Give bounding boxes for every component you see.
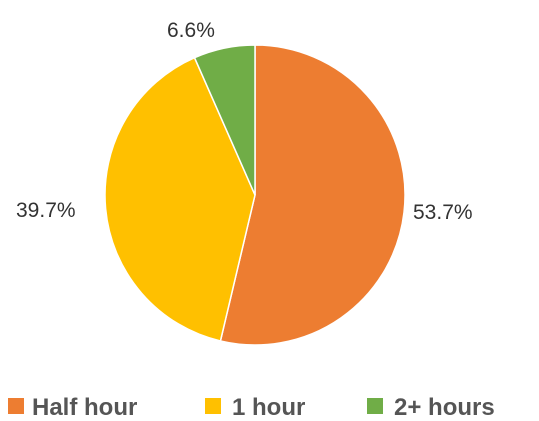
data-label-1-hour: 39.7% (16, 199, 76, 222)
pie-slice-1-hour (104, 56, 256, 342)
legend-label-2-plus-hours: 2+ hours (394, 394, 495, 421)
legend-label-half-hour: Half hour (32, 394, 137, 421)
legend-swatch-half-hour (8, 398, 24, 414)
pie-slices (104, 44, 406, 346)
pie-slice-half-hour (219, 44, 406, 346)
data-label-half-hour: 53.7% (413, 201, 473, 224)
legend-swatch-1-hour (205, 398, 221, 414)
legend-label-1-hour: 1 hour (232, 394, 305, 421)
data-label-2-plus-hours: 6.6% (167, 19, 215, 42)
legend-swatch-2-plus-hours (367, 398, 383, 414)
pie-slice-2-plus-hours (193, 44, 256, 196)
legend: Half hour 1 hour 2+ hours (8, 394, 495, 421)
